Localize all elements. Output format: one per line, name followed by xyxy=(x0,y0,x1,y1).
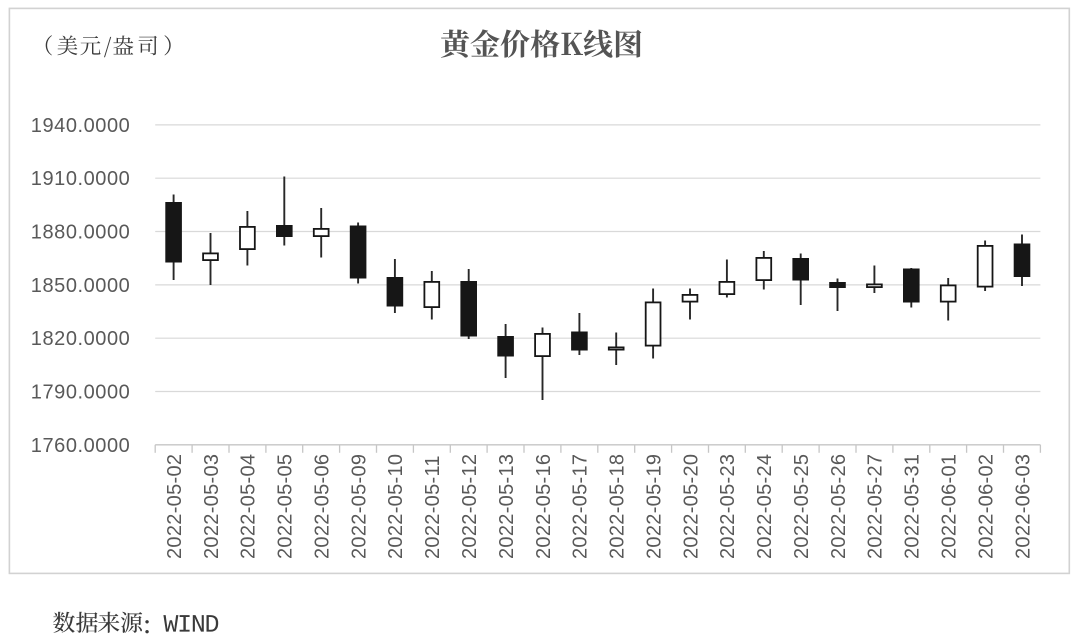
svg-text:2022-05-27: 2022-05-27 xyxy=(865,454,887,559)
svg-text:2022-05-23: 2022-05-23 xyxy=(717,454,739,559)
svg-text:2022-05-03: 2022-05-03 xyxy=(201,454,223,559)
svg-text:2022-05-09: 2022-05-09 xyxy=(348,454,370,559)
svg-text:2022-05-17: 2022-05-17 xyxy=(570,454,592,559)
svg-text:2022-05-31: 2022-05-31 xyxy=(902,454,924,559)
svg-text:2022-05-11: 2022-05-11 xyxy=(422,455,444,559)
svg-text:1760.0000: 1760.0000 xyxy=(31,435,131,457)
svg-text:2022-05-18: 2022-05-18 xyxy=(607,454,629,559)
svg-text:2022-05-04: 2022-05-04 xyxy=(238,454,260,559)
svg-text:1790.0000: 1790.0000 xyxy=(31,382,131,404)
svg-text:1850.0000: 1850.0000 xyxy=(31,275,131,297)
svg-text:2022-05-05: 2022-05-05 xyxy=(275,454,297,559)
svg-text:1820.0000: 1820.0000 xyxy=(31,328,131,350)
svg-text:2022-05-26: 2022-05-26 xyxy=(828,454,850,559)
svg-text:1880.0000: 1880.0000 xyxy=(31,222,131,244)
svg-text:2022-05-02: 2022-05-02 xyxy=(164,454,186,559)
svg-text:2022-05-19: 2022-05-19 xyxy=(643,454,665,559)
svg-text:2022-05-13: 2022-05-13 xyxy=(496,454,518,559)
svg-text:2022-05-10: 2022-05-10 xyxy=(385,454,407,559)
svg-text:2022-05-06: 2022-05-06 xyxy=(312,454,334,559)
svg-text:2022-06-01: 2022-06-01 xyxy=(939,454,961,559)
svg-text:1910.0000: 1910.0000 xyxy=(31,168,131,190)
svg-text:2022-05-20: 2022-05-20 xyxy=(680,454,702,559)
svg-text:2022-06-03: 2022-06-03 xyxy=(1012,454,1034,559)
svg-text:2022-05-24: 2022-05-24 xyxy=(754,454,776,559)
svg-text:2022-05-25: 2022-05-25 xyxy=(791,454,813,559)
svg-text:2022-06-02: 2022-06-02 xyxy=(975,454,997,559)
svg-text:2022-05-16: 2022-05-16 xyxy=(533,454,555,559)
svg-text:1940.0000: 1940.0000 xyxy=(31,115,131,137)
svg-text:2022-05-12: 2022-05-12 xyxy=(459,454,481,559)
